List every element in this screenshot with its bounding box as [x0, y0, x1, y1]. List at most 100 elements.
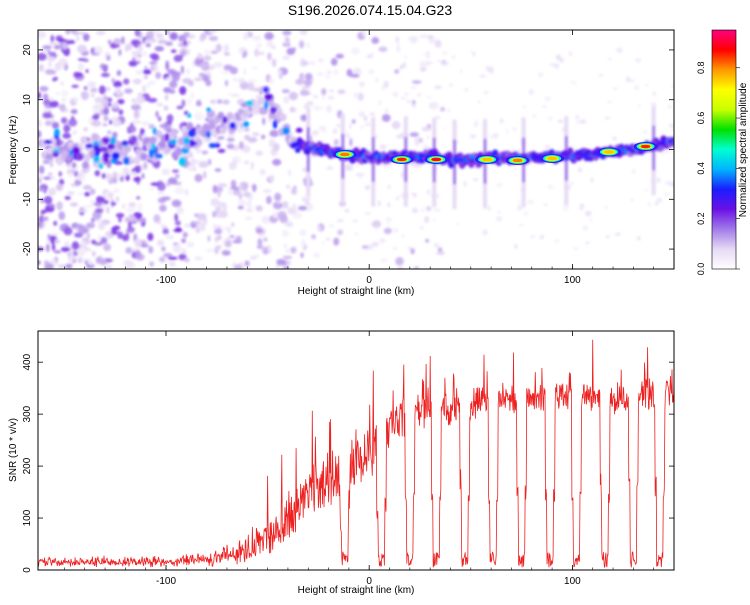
noise-blob — [282, 255, 293, 259]
noise-blob — [428, 101, 439, 110]
noise-blob — [136, 218, 146, 223]
ridge-cell — [80, 136, 88, 145]
noise-blob — [264, 32, 274, 41]
noise-blob — [370, 52, 374, 56]
noise-blob — [612, 136, 617, 141]
noise-blob — [78, 225, 88, 235]
noise-blob — [416, 93, 422, 97]
noise-blob — [47, 233, 51, 240]
noise-blob — [66, 165, 74, 171]
noise-blob — [54, 64, 62, 72]
noise-blob — [47, 187, 57, 196]
noise-blob — [371, 220, 382, 228]
noise-blob — [110, 202, 117, 206]
noise-blob — [174, 213, 178, 222]
noise-blob — [89, 88, 98, 93]
noise-blob — [212, 211, 218, 215]
noise-blob — [187, 152, 194, 158]
noise-blob — [324, 75, 331, 80]
noise-blob — [212, 224, 219, 229]
noise-blob — [557, 119, 564, 124]
noise-blob — [77, 62, 85, 72]
noise-blob — [156, 220, 162, 225]
ridge-patch — [245, 100, 254, 106]
noise-blob — [155, 33, 164, 39]
x-tick-label: 0 — [366, 576, 372, 587]
noise-blob — [243, 126, 250, 132]
noise-blob — [214, 228, 223, 235]
noise-blob — [136, 196, 141, 200]
noise-blob — [218, 235, 222, 240]
noise-blob — [175, 173, 180, 179]
noise-blob — [269, 129, 279, 138]
noise-blob — [333, 68, 338, 76]
noise-blob — [170, 49, 177, 53]
noise-blob — [83, 184, 92, 191]
noise-blob — [612, 87, 618, 90]
noise-blob — [153, 214, 161, 223]
noise-blob — [94, 170, 101, 177]
noise-blob — [496, 211, 502, 214]
ridge-patch — [75, 152, 84, 161]
noise-blob — [528, 89, 534, 96]
noise-blob — [118, 109, 124, 116]
noise-blob — [61, 89, 69, 98]
noise-blob — [538, 72, 544, 78]
noise-blob — [359, 125, 364, 129]
noise-blob — [643, 129, 647, 134]
noise-blob — [106, 55, 111, 61]
noise-blob — [435, 115, 441, 121]
noise-blob — [441, 51, 448, 55]
noise-blob — [409, 132, 419, 137]
noise-blob — [49, 100, 59, 108]
noise-blob — [251, 66, 259, 70]
noise-blob — [282, 55, 288, 60]
noise-blob — [182, 78, 193, 84]
noise-blob — [60, 246, 71, 252]
noise-blob — [138, 44, 143, 53]
noise-blob — [499, 118, 504, 124]
noise-blob — [313, 105, 321, 111]
noise-blob — [163, 105, 169, 111]
noise-blob — [357, 174, 363, 179]
noise-blob — [313, 252, 321, 258]
noise-blob — [408, 35, 419, 42]
noise-blob — [53, 220, 58, 226]
noise-blob — [349, 73, 360, 78]
noise-blob — [477, 100, 481, 104]
noise-blob — [53, 44, 61, 50]
noise-blob — [287, 169, 292, 177]
noise-blob — [61, 98, 67, 102]
ridge-patch — [54, 128, 60, 137]
noise-blob — [327, 95, 335, 100]
noise-blob — [268, 174, 275, 182]
noise-blob — [419, 225, 424, 230]
noise-blob — [50, 235, 55, 245]
noise-blob — [210, 50, 218, 54]
noise-blob — [150, 182, 160, 187]
noise-blob — [207, 158, 212, 166]
noise-blob — [101, 99, 105, 108]
noise-blob — [375, 77, 379, 83]
noise-blob — [50, 34, 54, 43]
noise-blob — [393, 227, 399, 233]
noise-blob — [143, 75, 148, 80]
noise-blob — [155, 71, 162, 80]
ridge-patch — [180, 148, 190, 154]
noise-blob — [614, 232, 621, 236]
noise-blob — [100, 64, 109, 69]
noise-blob — [51, 232, 59, 236]
noise-blob — [302, 61, 309, 66]
noise-blob — [380, 258, 388, 263]
noise-blob — [77, 191, 84, 196]
snr-y-label: SNR (10 * v/v) — [8, 418, 19, 482]
noise-blob — [94, 208, 104, 214]
noise-blob — [135, 70, 144, 75]
noise-blob — [42, 216, 49, 222]
noise-blob — [671, 128, 674, 131]
ridge-patch — [187, 113, 192, 118]
noise-blob — [117, 98, 125, 105]
